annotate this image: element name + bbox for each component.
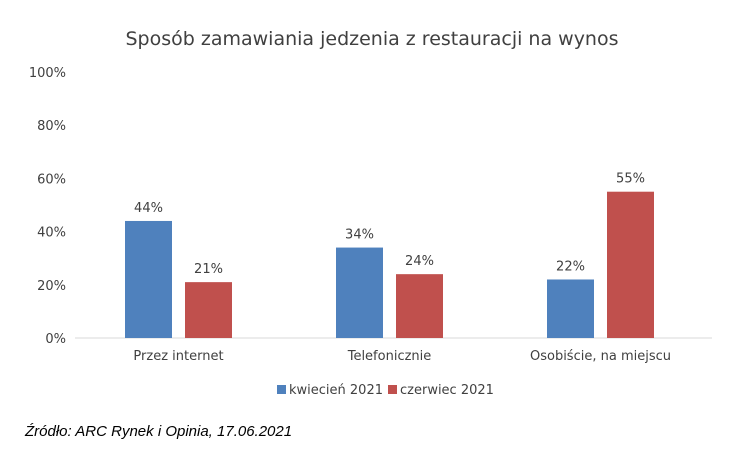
- x-tick-label: Osobiście, na miejscu: [530, 349, 671, 364]
- data-label: 44%: [134, 201, 163, 216]
- legend-label: czerwiec 2021: [400, 383, 494, 398]
- y-tick-label: 80%: [37, 119, 66, 134]
- bar-czerwiec: [185, 282, 232, 338]
- bar-kwiecien: [547, 279, 594, 338]
- data-label: 55%: [616, 172, 645, 187]
- bar-kwiecien: [125, 220, 172, 338]
- y-tick-label: 60%: [37, 172, 66, 187]
- bar-czerwiec: [607, 191, 654, 338]
- data-label: 22%: [556, 259, 585, 274]
- x-tick-label: Przez internet: [133, 349, 223, 364]
- y-tick-label: 100%: [29, 66, 66, 81]
- x-tick-label: Telefonicznie: [347, 349, 432, 364]
- chart-title: Sposób zamawiania jedzenia z restauracji…: [125, 28, 619, 50]
- data-label: 21%: [194, 262, 223, 277]
- y-tick-label: 20%: [37, 279, 66, 294]
- legend-label: kwiecień 2021: [289, 383, 383, 398]
- bar-czerwiec: [396, 274, 443, 338]
- y-tick-label: 40%: [37, 226, 66, 241]
- bar-kwiecien: [336, 247, 383, 338]
- legend-swatch: [388, 385, 397, 394]
- data-label: 24%: [405, 254, 434, 269]
- y-tick-label: 0%: [45, 332, 66, 347]
- source-note: Źródło: ARC Rynek i Opinia, 17.06.2021: [25, 423, 293, 440]
- legend-swatch: [277, 385, 286, 394]
- data-label: 34%: [345, 228, 374, 243]
